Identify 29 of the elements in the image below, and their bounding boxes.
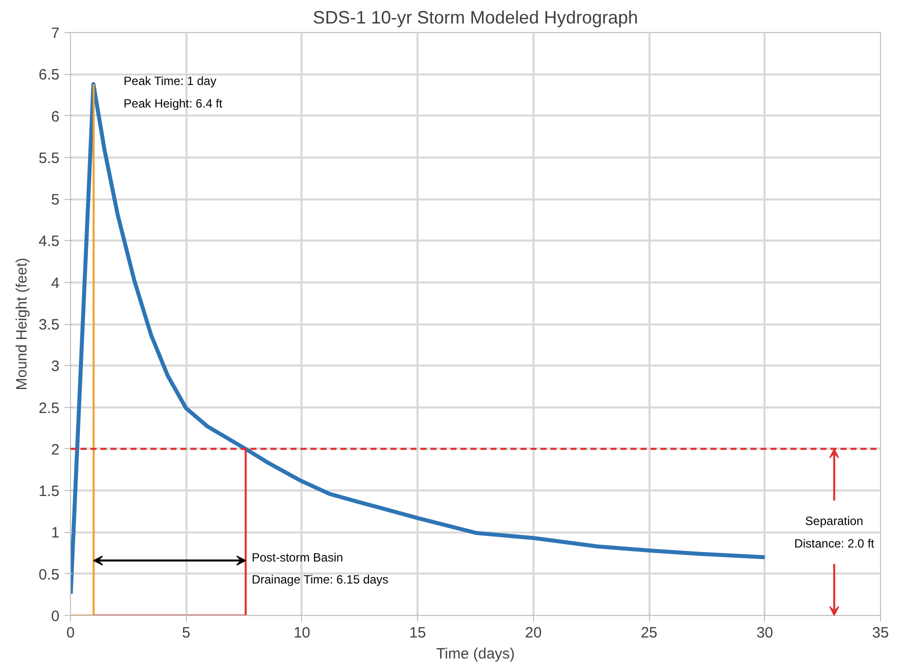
- annotation: Post-storm Basin Drainage Time: 6.15 days: [252, 550, 388, 587]
- y-tick-label: 7: [51, 25, 60, 42]
- y-tick-label: 2: [51, 441, 60, 458]
- x-tick-label: 25: [640, 624, 658, 642]
- x-tick-label: 5: [182, 624, 190, 642]
- y-tick-label: 4: [51, 274, 60, 292]
- x-tick-label: 15: [409, 624, 426, 642]
- y-tick-label: 6.5: [38, 66, 60, 84]
- y-tick-label: 4.5: [38, 233, 60, 250]
- x-axis-title: Time (days): [436, 646, 515, 662]
- x-tick-label: 35: [872, 624, 889, 642]
- x-tick-label: 0: [66, 624, 75, 642]
- x-tick-label: 20: [525, 624, 542, 642]
- y-tick-label: 0: [51, 608, 60, 625]
- y-tick-label: 1.5: [38, 483, 60, 500]
- annotation: Separation Distance: 2.0 ft: [794, 514, 875, 550]
- y-tick-label: 5: [51, 192, 60, 209]
- y-axis-title: Mound Height (feet): [14, 258, 31, 390]
- x-tick-label: 10: [294, 624, 310, 642]
- y-tick-label: 2.5: [38, 400, 60, 417]
- annotation: Peak Time: 1 day Peak Height: 6.4 ft: [124, 74, 224, 110]
- chart-title: SDS-1 10-yr Storm Modeled Hydrograph: [312, 8, 638, 28]
- y-tick-label: 3: [51, 358, 60, 376]
- y-tick-label: 5.5: [38, 150, 60, 167]
- y-tick-label: 6: [51, 108, 60, 126]
- x-tick-label: 30: [756, 624, 774, 642]
- y-tick-label: 3.5: [38, 316, 60, 334]
- y-tick-label: 0.5: [38, 566, 60, 584]
- y-tick-label: 1: [51, 524, 60, 542]
